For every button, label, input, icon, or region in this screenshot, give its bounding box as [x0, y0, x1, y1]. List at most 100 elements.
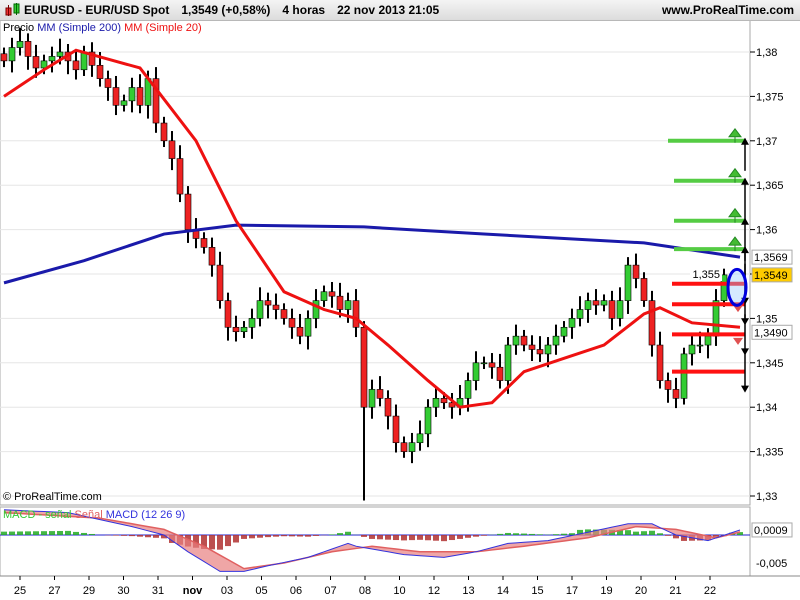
macd-histogram-bar	[497, 533, 503, 535]
macd-histogram-bar	[65, 530, 71, 535]
candle-down	[160, 122, 168, 142]
macd-histogram-bar	[289, 535, 295, 537]
x-tick-label: 05	[255, 585, 267, 597]
macd-histogram-bar	[73, 531, 79, 535]
datetime: 22 nov 2013 21:05	[337, 3, 440, 17]
candle-down	[176, 158, 184, 195]
x-tick-label: 14	[497, 585, 509, 597]
candle-down	[592, 300, 600, 306]
macd-histogram-bar	[33, 531, 39, 535]
down-arrow-icon	[733, 337, 743, 345]
macd-histogram-bar	[1, 531, 7, 535]
ma200-line	[3, 223, 741, 285]
candle-up	[464, 380, 472, 399]
candle-down	[272, 304, 280, 310]
y-tick-label: 1,38	[756, 47, 777, 59]
macd-histogram-bar	[385, 535, 391, 540]
website-link[interactable]: www.ProRealTime.com	[661, 3, 794, 17]
candle-down	[184, 193, 192, 230]
macd-histogram-bar	[649, 530, 655, 535]
x-tick-label: 10	[393, 585, 405, 597]
highlight-circle	[726, 267, 748, 307]
macd-histogram-bar	[265, 535, 271, 538]
macd-histogram-bar	[257, 535, 263, 538]
y-tick-label-bg	[690, 267, 722, 281]
legend-sep: -	[35, 509, 46, 521]
x-tick-label: 07	[324, 585, 336, 597]
candle-down	[520, 335, 528, 346]
candle-up	[408, 442, 416, 452]
candle-up	[552, 335, 560, 346]
candle-up	[240, 326, 248, 333]
macd-histogram-bar	[369, 535, 375, 539]
x-tick-label: 17	[566, 585, 578, 597]
macd-histogram-bar	[273, 535, 279, 537]
candle-down	[232, 326, 240, 333]
macd-histogram-bar	[345, 531, 351, 535]
x-tick-label: 31	[152, 585, 164, 597]
candle-up	[576, 309, 584, 319]
candle-up	[600, 300, 608, 306]
candle-up	[40, 60, 48, 69]
candle-down	[216, 264, 224, 301]
macd-line	[3, 509, 741, 572]
candle-up	[504, 344, 512, 381]
candle-down	[488, 362, 496, 368]
macd-histogram-bar	[457, 535, 463, 539]
current-ma200-label: 1,3569	[754, 252, 788, 264]
macd-histogram-bar	[425, 535, 431, 541]
x-tick-label: 13	[462, 585, 474, 597]
legend-macd-name[interactable]: MACD (12 26 9)	[105, 509, 186, 521]
macd-histogram-bar	[577, 529, 583, 535]
x-tick-label: nov	[183, 585, 203, 597]
x-tick-label: 15	[531, 585, 543, 597]
signal-line	[3, 511, 741, 570]
candle-down	[112, 87, 120, 106]
macd-histogram-bar	[17, 531, 23, 535]
up-arrow-icon	[728, 236, 742, 252]
candle-up	[584, 300, 592, 310]
macd-histogram-bar	[393, 535, 399, 541]
y-tick-label: 1,35	[756, 313, 777, 325]
macd-histogram-bar	[233, 535, 239, 543]
macd-histogram-bar	[361, 535, 367, 537]
candle-up	[704, 335, 712, 346]
candle-down	[24, 41, 32, 57]
legend-ma20[interactable]: MM (Simple 20)	[124, 22, 202, 34]
legend-ma200[interactable]: MM (Simple 200)	[37, 22, 121, 34]
macd-histogram-bar	[713, 535, 719, 537]
legend-price: Precio	[3, 22, 35, 34]
candle-up	[688, 344, 696, 355]
candle-down	[656, 344, 664, 381]
candle-up	[368, 389, 376, 408]
macd-histogram-bar	[681, 535, 687, 541]
timeframe: 4 horas	[282, 3, 326, 17]
x-tick-label: 30	[117, 585, 129, 597]
candle-down	[536, 349, 544, 355]
macd-histogram-bar	[313, 535, 319, 536]
candle-up	[544, 344, 552, 355]
candle-up	[312, 300, 320, 319]
candle-up	[616, 300, 624, 319]
candle-up	[512, 335, 520, 346]
y-tick-label: 1,37	[756, 136, 777, 148]
macd-histogram-bar	[89, 533, 95, 535]
candle-down	[376, 389, 384, 399]
candle-down	[648, 300, 656, 346]
candle-down	[400, 442, 408, 452]
legend-macd: MACD	[3, 509, 36, 521]
macd-histogram-bar	[569, 533, 575, 535]
y-tick-label: 1,34	[756, 402, 777, 414]
macd-histogram-bar	[529, 533, 535, 535]
macd-histogram-bar	[329, 534, 335, 535]
macd-histogram-bar	[657, 533, 663, 535]
macd-histogram-bar	[665, 535, 671, 536]
macd-tick-label: -0,005	[756, 558, 787, 570]
up-arrow-icon	[728, 127, 742, 143]
macd-histogram-bar	[673, 535, 679, 539]
candle-down	[392, 415, 400, 444]
current-ma20-box	[751, 324, 793, 340]
candle-up	[472, 362, 480, 381]
y-tick-label: 1,36	[756, 225, 777, 237]
